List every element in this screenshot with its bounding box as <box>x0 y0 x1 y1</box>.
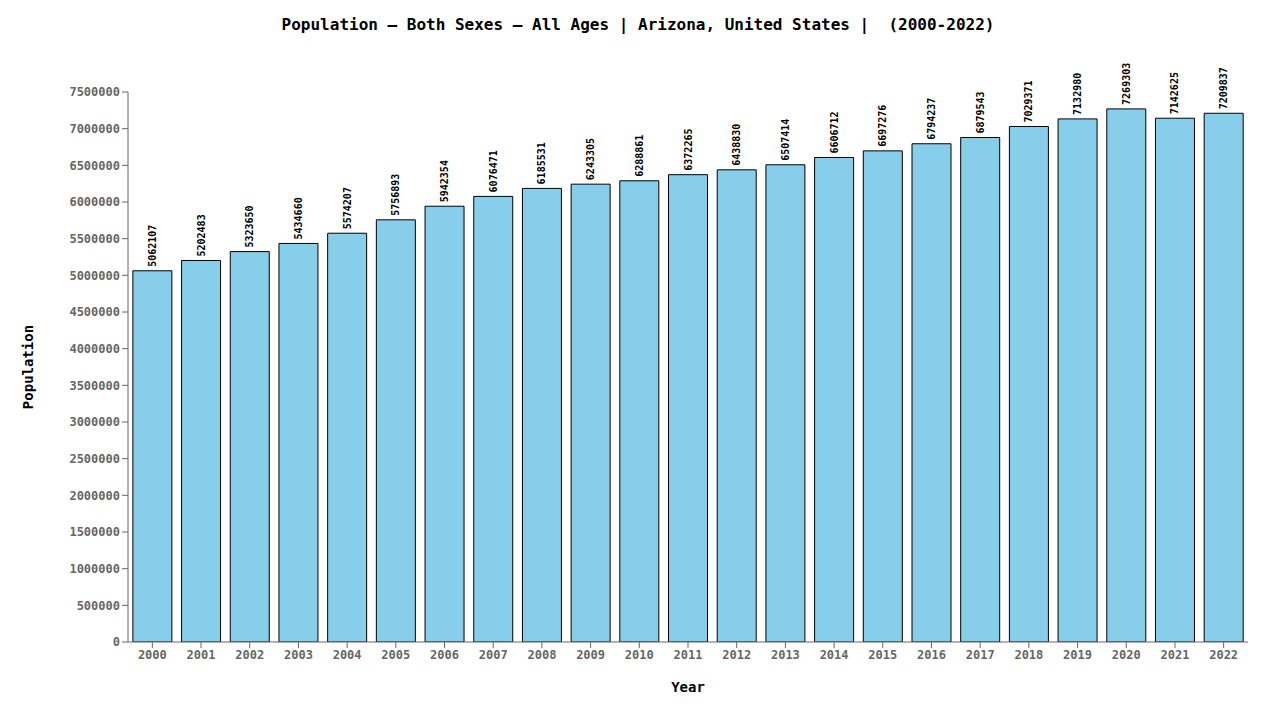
svg-text:2022: 2022 <box>1209 648 1238 662</box>
svg-text:6606712: 6606712 <box>829 111 840 153</box>
svg-text:2500000: 2500000 <box>69 452 120 466</box>
svg-text:2015: 2015 <box>868 648 897 662</box>
svg-text:2019: 2019 <box>1063 648 1092 662</box>
svg-text:2010: 2010 <box>625 648 654 662</box>
svg-text:4500000: 4500000 <box>69 305 120 319</box>
svg-text:7142625: 7142625 <box>1169 72 1180 114</box>
svg-text:5574207: 5574207 <box>342 187 353 229</box>
svg-text:1000000: 1000000 <box>69 562 120 576</box>
svg-text:5434660: 5434660 <box>293 197 304 239</box>
svg-text:5062107: 5062107 <box>147 225 158 267</box>
svg-text:6000000: 6000000 <box>69 195 120 209</box>
svg-text:2012: 2012 <box>722 648 751 662</box>
svg-text:2017: 2017 <box>966 648 995 662</box>
svg-text:2003: 2003 <box>284 648 313 662</box>
svg-text:6076471: 6076471 <box>488 150 499 192</box>
svg-text:3000000: 3000000 <box>69 415 120 429</box>
svg-text:2020: 2020 <box>1112 648 1141 662</box>
svg-text:7029371: 7029371 <box>1023 80 1034 122</box>
svg-text:6507414: 6507414 <box>780 119 791 161</box>
svg-text:7132980: 7132980 <box>1072 73 1083 115</box>
svg-text:5202483: 5202483 <box>196 214 207 256</box>
svg-text:5500000: 5500000 <box>69 232 120 246</box>
svg-text:6794237: 6794237 <box>926 98 937 140</box>
svg-text:7500000: 7500000 <box>69 85 120 99</box>
svg-text:2014: 2014 <box>820 648 849 662</box>
svg-text:2009: 2009 <box>576 648 605 662</box>
svg-text:2011: 2011 <box>674 648 703 662</box>
svg-text:6500000: 6500000 <box>69 159 120 173</box>
svg-text:2016: 2016 <box>917 648 946 662</box>
svg-text:7269303: 7269303 <box>1121 63 1132 105</box>
svg-text:2021: 2021 <box>1161 648 1190 662</box>
svg-text:7000000: 7000000 <box>69 122 120 136</box>
svg-text:6185531: 6185531 <box>536 142 547 184</box>
svg-text:2013: 2013 <box>771 648 800 662</box>
svg-text:3500000: 3500000 <box>69 379 120 393</box>
svg-text:Year: Year <box>671 679 705 695</box>
svg-text:2007: 2007 <box>479 648 508 662</box>
svg-text:2001: 2001 <box>187 648 216 662</box>
svg-text:6879543: 6879543 <box>975 91 986 133</box>
svg-text:2005: 2005 <box>381 648 410 662</box>
svg-text:2008: 2008 <box>527 648 556 662</box>
svg-text:6697276: 6697276 <box>877 105 888 147</box>
html-text:Population – Both Sexes – All: Population – Both Sexes – All Ages | Ari… <box>281 15 995 34</box>
svg-text:5756893: 5756893 <box>390 174 401 216</box>
svg-text:2000000: 2000000 <box>69 489 120 503</box>
svg-text:5942354: 5942354 <box>439 160 450 202</box>
svg-text:500000: 500000 <box>77 599 120 613</box>
svg-text:6288861: 6288861 <box>634 135 645 177</box>
svg-text:7209837: 7209837 <box>1218 67 1229 109</box>
svg-text:2018: 2018 <box>1014 648 1043 662</box>
svg-text:0: 0 <box>113 635 120 649</box>
svg-text:1500000: 1500000 <box>69 525 120 539</box>
svg-text:Population: Population <box>20 325 36 409</box>
svg-text:5323650: 5323650 <box>244 205 255 247</box>
svg-text:6372265: 6372265 <box>683 129 694 171</box>
svg-text:2000: 2000 <box>138 648 167 662</box>
svg-text:5000000: 5000000 <box>69 269 120 283</box>
svg-text:6243305: 6243305 <box>585 138 596 180</box>
svg-text:2006: 2006 <box>430 648 459 662</box>
svg-text:4000000: 4000000 <box>69 342 120 356</box>
svg-text:2002: 2002 <box>235 648 264 662</box>
svg-text:6438830: 6438830 <box>731 124 742 166</box>
svg-text:2004: 2004 <box>333 648 362 662</box>
